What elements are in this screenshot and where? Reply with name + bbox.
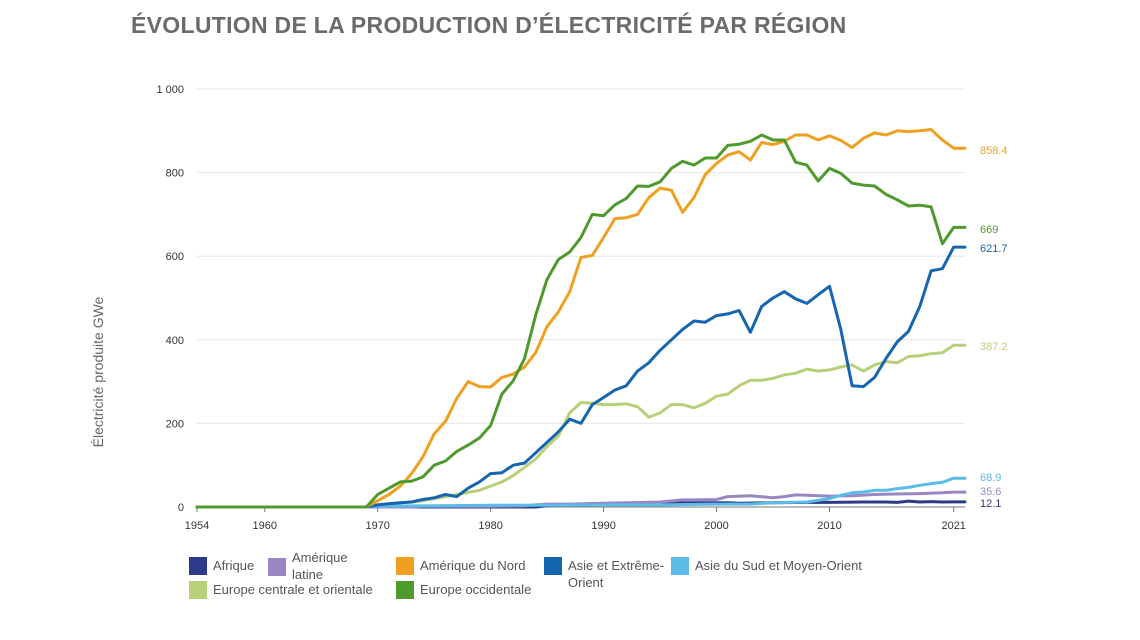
- legend-label: Afrique: [213, 558, 255, 573]
- chart-title: ÉVOLUTION DE LA PRODUCTION D’ÉLECTRICITÉ…: [131, 12, 847, 38]
- legend-label: Asie du Sud et Moyen-Orient: [695, 558, 862, 573]
- y-tick-label: 1 000: [156, 84, 184, 96]
- legend-label: Europe occidentale: [420, 582, 532, 597]
- legend-swatch: [396, 557, 414, 575]
- end-value-label: 68.9: [980, 472, 1001, 484]
- legend-item-amerique-du-nord[interactable]: Amérique du Nord: [396, 557, 526, 575]
- y-tick-label: 0: [178, 502, 184, 514]
- legend-label: Europe centrale et orientale: [213, 582, 373, 597]
- series-line-6: [195, 133, 967, 509]
- legend-swatch: [544, 557, 562, 575]
- end-value-label: 669: [980, 224, 998, 236]
- legend-swatch: [189, 581, 207, 599]
- legend-item-europe-occidentale[interactable]: Europe occidentale: [396, 581, 531, 599]
- series-line-2: [195, 128, 967, 509]
- legend-label: Amérique latine: [292, 550, 348, 582]
- legend-swatch: [396, 581, 414, 599]
- legend-item-asie-extreme-orient[interactable]: Asie et Extrême-Orient: [544, 557, 668, 591]
- y-tick-label: 400: [166, 335, 184, 347]
- x-tick-label: 1954: [185, 520, 209, 532]
- series-line-3: [195, 245, 967, 509]
- series-line-5: [195, 343, 967, 509]
- x-tick-label: 1990: [591, 520, 615, 532]
- end-value-label: 387.2: [980, 341, 1008, 353]
- legend-swatch: [671, 557, 689, 575]
- legend-swatch: [189, 557, 207, 575]
- y-tick-label: 200: [166, 418, 184, 430]
- x-tick-label: 2010: [817, 520, 841, 532]
- end-value-label: 35.6: [980, 486, 1001, 498]
- series-line-4: [195, 476, 967, 509]
- x-tick-label: 2021: [941, 520, 965, 532]
- legend-item-europe-centrale[interactable]: Europe centrale et orientale: [189, 581, 373, 599]
- line-chart: 0 200 400 600 800 1 000 1954 1960 1970 1980 1990 20…: [156, 84, 1008, 532]
- y-tick-label: 800: [166, 168, 184, 180]
- x-tick-label: 1960: [253, 520, 277, 532]
- legend-item-amerique-latine[interactable]: Amérique latine: [268, 549, 358, 583]
- x-tick-label: 2000: [704, 520, 728, 532]
- legend-item-afrique[interactable]: Afrique: [189, 557, 254, 575]
- legend: Afrique Amérique latine Amérique du Nord…: [189, 547, 949, 611]
- legend-label: Asie et Extrême-Orient: [568, 558, 665, 590]
- x-tick-label: 1980: [478, 520, 502, 532]
- end-value-label: 858.4: [980, 145, 1008, 157]
- y-tick-label: 600: [166, 251, 184, 263]
- legend-swatch: [268, 558, 286, 576]
- legend-item-asie-du-sud[interactable]: Asie du Sud et Moyen-Orient: [671, 557, 862, 575]
- legend-label: Amérique du Nord: [420, 558, 526, 573]
- x-tick-label: 1970: [365, 520, 389, 532]
- end-value-label: 621.7: [980, 243, 1008, 255]
- end-value-label: 12.1: [980, 498, 1001, 510]
